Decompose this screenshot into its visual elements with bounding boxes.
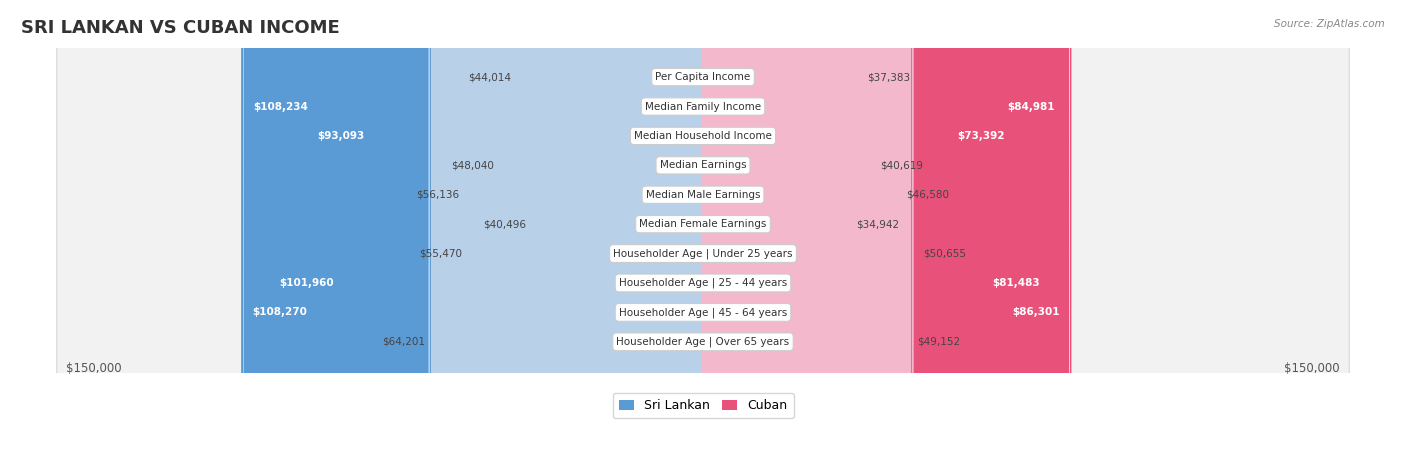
FancyBboxPatch shape: [58, 0, 1348, 467]
Text: $93,093: $93,093: [318, 131, 364, 141]
Text: Householder Age | Over 65 years: Householder Age | Over 65 years: [616, 337, 790, 347]
FancyBboxPatch shape: [58, 0, 1348, 467]
Text: Per Capita Income: Per Capita Income: [655, 72, 751, 82]
FancyBboxPatch shape: [58, 0, 1348, 467]
Text: $37,383: $37,383: [868, 72, 910, 82]
FancyBboxPatch shape: [269, 0, 704, 467]
FancyBboxPatch shape: [58, 0, 1348, 467]
FancyBboxPatch shape: [702, 0, 1066, 467]
Text: Householder Age | 25 - 44 years: Householder Age | 25 - 44 years: [619, 278, 787, 288]
FancyBboxPatch shape: [242, 0, 704, 467]
Text: $48,040: $48,040: [451, 160, 494, 170]
FancyBboxPatch shape: [702, 0, 920, 467]
Text: $40,619: $40,619: [880, 160, 924, 170]
FancyBboxPatch shape: [702, 0, 853, 467]
Text: Median Female Earnings: Median Female Earnings: [640, 219, 766, 229]
Text: Householder Age | Under 25 years: Householder Age | Under 25 years: [613, 248, 793, 259]
FancyBboxPatch shape: [515, 0, 704, 467]
Text: Median Male Earnings: Median Male Earnings: [645, 190, 761, 200]
Text: $108,234: $108,234: [253, 101, 308, 112]
Text: $86,301: $86,301: [1012, 307, 1060, 318]
FancyBboxPatch shape: [702, 0, 863, 467]
FancyBboxPatch shape: [58, 0, 1348, 467]
FancyBboxPatch shape: [498, 0, 704, 467]
Text: $55,470: $55,470: [419, 248, 463, 259]
FancyBboxPatch shape: [702, 0, 914, 467]
Text: $81,483: $81,483: [991, 278, 1039, 288]
Text: $150,000: $150,000: [1285, 362, 1340, 375]
Text: $73,392: $73,392: [957, 131, 1005, 141]
Text: $84,981: $84,981: [1007, 101, 1054, 112]
FancyBboxPatch shape: [702, 0, 903, 467]
FancyBboxPatch shape: [58, 0, 1348, 467]
Text: $101,960: $101,960: [280, 278, 335, 288]
FancyBboxPatch shape: [463, 0, 704, 467]
Text: Householder Age | 45 - 64 years: Householder Age | 45 - 64 years: [619, 307, 787, 318]
FancyBboxPatch shape: [702, 0, 1017, 467]
FancyBboxPatch shape: [702, 0, 1050, 467]
Text: $44,014: $44,014: [468, 72, 510, 82]
FancyBboxPatch shape: [429, 0, 704, 467]
Text: $49,152: $49,152: [917, 337, 960, 347]
FancyBboxPatch shape: [58, 0, 1348, 467]
Text: $56,136: $56,136: [416, 190, 460, 200]
Text: $46,580: $46,580: [905, 190, 949, 200]
FancyBboxPatch shape: [305, 0, 704, 467]
Text: $34,942: $34,942: [856, 219, 900, 229]
FancyBboxPatch shape: [702, 0, 877, 467]
FancyBboxPatch shape: [242, 0, 704, 467]
FancyBboxPatch shape: [58, 0, 1348, 467]
Text: Source: ZipAtlas.com: Source: ZipAtlas.com: [1274, 19, 1385, 28]
Text: $64,201: $64,201: [382, 337, 425, 347]
Text: $50,655: $50,655: [924, 248, 966, 259]
Text: $150,000: $150,000: [66, 362, 121, 375]
FancyBboxPatch shape: [529, 0, 704, 467]
Text: SRI LANKAN VS CUBAN INCOME: SRI LANKAN VS CUBAN INCOME: [21, 19, 340, 37]
Text: $40,496: $40,496: [482, 219, 526, 229]
FancyBboxPatch shape: [702, 0, 1071, 467]
FancyBboxPatch shape: [58, 0, 1348, 467]
Text: Median Family Income: Median Family Income: [645, 101, 761, 112]
FancyBboxPatch shape: [58, 0, 1348, 467]
FancyBboxPatch shape: [465, 0, 704, 467]
Legend: Sri Lankan, Cuban: Sri Lankan, Cuban: [613, 393, 793, 418]
Text: Median Household Income: Median Household Income: [634, 131, 772, 141]
Text: $108,270: $108,270: [253, 307, 308, 318]
Text: Median Earnings: Median Earnings: [659, 160, 747, 170]
